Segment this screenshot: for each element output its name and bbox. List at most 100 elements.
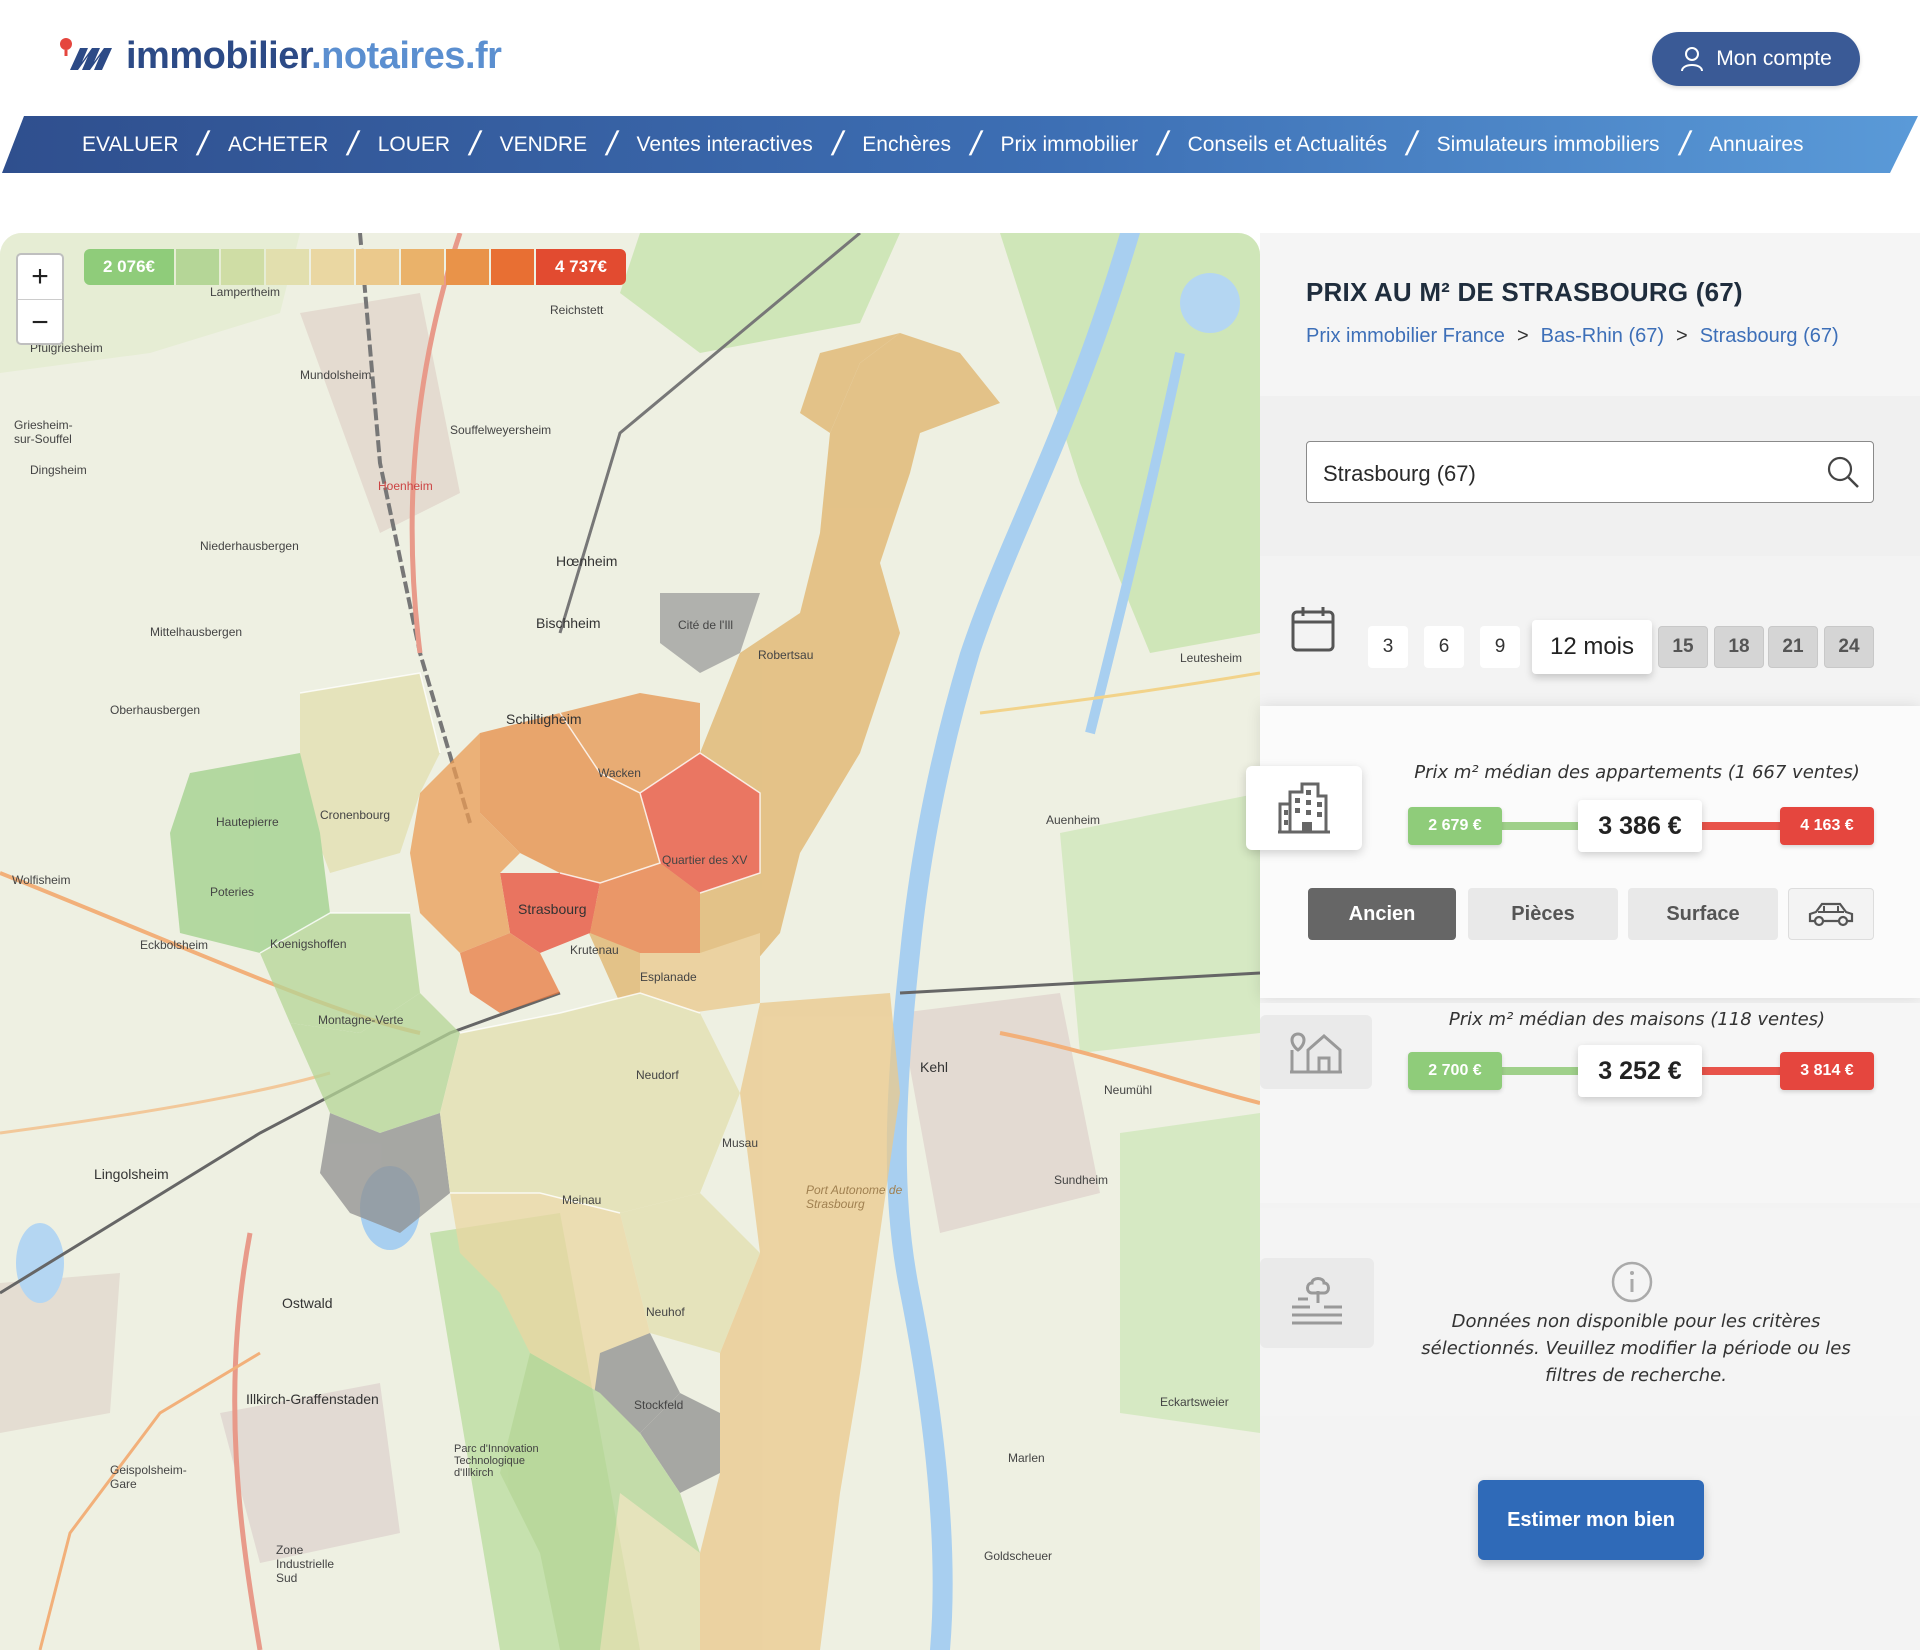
filter-ancien-button[interactable]: Ancien <box>1308 888 1456 940</box>
map-label: Oberhausbergen <box>110 703 201 717</box>
map-label: Leutesheim <box>1180 651 1243 665</box>
cta-section: Estimer mon bien <box>1260 1446 1920 1650</box>
period-6[interactable]: 6 <box>1424 626 1464 668</box>
period-18[interactable]: 18 <box>1714 626 1764 668</box>
nav-separator: / <box>194 125 213 163</box>
nav-separator: / <box>603 125 621 163</box>
range-bar-high <box>1698 1067 1794 1075</box>
legend-swatch <box>176 249 219 285</box>
nav-conseils[interactable]: Conseils et Actualités <box>1187 132 1388 156</box>
legend-swatch <box>491 249 534 285</box>
site-logo[interactable]: immobilier.notaires.fr <box>58 34 502 78</box>
houses-median-price: 3 252 € <box>1578 1045 1702 1097</box>
house-type-tab[interactable] <box>1260 1015 1372 1089</box>
map-label: Geispolsheim-Gare <box>110 1463 187 1491</box>
nav-separator: / <box>967 125 985 163</box>
map-label: Meinau <box>562 1193 602 1207</box>
nav-background <box>2 116 1918 173</box>
map-label: Wolfisheim <box>12 873 71 887</box>
houses-min-price: 2 700 € <box>1408 1052 1502 1090</box>
period-3[interactable]: 3 <box>1368 626 1408 668</box>
map-label: Goldscheuer <box>984 1549 1053 1563</box>
search-icon[interactable] <box>1825 454 1861 490</box>
main-nav: EVALUER / ACHETER / LOUER / VENDRE / Ven… <box>0 116 1920 173</box>
breadcrumb-separator: > <box>1516 325 1529 347</box>
apartment-type-tab[interactable] <box>1246 766 1362 850</box>
map-label: Eckartsweier <box>1160 1395 1229 1409</box>
houses-section: Prix m² médian des maisons (118 ventes) … <box>1260 1003 1920 1203</box>
map-label: Mundolsheim <box>300 368 372 382</box>
map-label: Mittelhausbergen <box>150 625 243 639</box>
map-label: Ostwald <box>282 1295 333 1311</box>
breadcrumb-bas-rhin[interactable]: Bas-Rhin (67) <box>1540 325 1665 347</box>
nav-evaluer[interactable]: EVALUER <box>82 132 179 156</box>
zoom-out-button[interactable]: − <box>31 305 49 339</box>
site-header: immobilier.notaires.fr Mon compte <box>0 0 1920 112</box>
estimate-button[interactable]: Estimer mon bien <box>1478 1480 1704 1560</box>
map-label: Souffelweyersheim <box>450 423 552 437</box>
map-label: Quartier des XV <box>662 853 748 867</box>
map-label: Sundheim <box>1054 1173 1109 1187</box>
map-label: Neumühl <box>1104 1083 1153 1097</box>
filter-pieces-button[interactable]: Pièces <box>1468 888 1618 940</box>
legend-max: 4 737€ <box>536 249 626 285</box>
legend-swatch <box>356 249 399 285</box>
map-label: Griesheim-sur-Souffel <box>14 418 73 446</box>
nav-acheter[interactable]: ACHETER <box>227 132 329 156</box>
nav-vendre[interactable]: VENDRE <box>499 132 588 156</box>
filter-surface-button[interactable]: Surface <box>1628 888 1778 940</box>
breadcrumb-strasbourg[interactable]: Strasbourg (67) <box>1699 325 1839 347</box>
car-icon <box>1808 902 1854 927</box>
houses-count: (118 ventes) <box>1710 1009 1826 1030</box>
breadcrumb-france[interactable]: Prix immobilier France <box>1306 325 1505 347</box>
map-canvas[interactable] <box>0 233 1260 1650</box>
map-label: Poteries <box>210 885 255 899</box>
map-label: Neuhof <box>646 1305 685 1319</box>
apartments-caption-text: Prix m² médian des appartements <box>1414 762 1723 783</box>
city-search-input[interactable]: Strasbourg (67) <box>1306 441 1874 503</box>
nav-prix-immobilier[interactable]: Prix immobilier <box>1000 132 1139 156</box>
period-24[interactable]: 24 <box>1824 626 1874 668</box>
apartments-price-range: 2 679 € 4 163 € 3 386 € <box>1408 800 1874 852</box>
nav-annuaires[interactable]: Annuaires <box>1708 132 1804 156</box>
nav-simulateurs[interactable]: Simulateurs immobiliers <box>1436 132 1660 156</box>
range-bar-low <box>1488 822 1578 830</box>
map-label: Schiltigheim <box>506 711 582 727</box>
map-label: Hœnheim <box>556 553 618 569</box>
period-12-selected[interactable]: 12 mois <box>1532 620 1652 674</box>
period-15[interactable]: 15 <box>1658 626 1708 668</box>
map-label: Port Autonome de Strasbourg <box>806 1183 903 1211</box>
nav-ventes-interactives[interactable]: Ventes interactives <box>636 132 813 156</box>
map-label: Lampertheim <box>210 285 281 299</box>
map-label: Stockfeld <box>634 1398 684 1412</box>
period-9[interactable]: 9 <box>1480 626 1520 668</box>
zoom-in-button[interactable]: + <box>18 255 62 300</box>
building-icon <box>1278 782 1330 834</box>
map-label: Illkirch-Graffenstaden <box>246 1391 379 1407</box>
map-label: Krutenau <box>570 943 619 957</box>
range-bar-high <box>1698 822 1794 830</box>
map-label: Koenigshoffen <box>270 937 347 951</box>
nav-encheres[interactable]: Enchères <box>862 132 951 156</box>
logo-text-domain: .notaires.fr <box>311 34 502 77</box>
map-label: Dingsheim <box>30 463 87 477</box>
apartments-max-price: 4 163 € <box>1780 807 1874 845</box>
map-label: Wacken <box>598 766 641 780</box>
calendar-icon <box>1291 607 1335 652</box>
map-label: Hautepierre <box>216 815 279 829</box>
nav-louer[interactable]: LOUER <box>377 132 451 156</box>
nav-separator: / <box>1675 125 1694 163</box>
account-button[interactable]: Mon compte <box>1652 32 1860 86</box>
apartments-median-price: 3 386 € <box>1578 800 1702 852</box>
price-legend: 2 076€ 4 737€ <box>84 249 626 285</box>
filter-parking-button[interactable] <box>1788 888 1874 940</box>
period-21[interactable]: 21 <box>1768 626 1818 668</box>
account-label: Mon compte <box>1716 47 1832 70</box>
land-type-tab[interactable] <box>1260 1258 1374 1348</box>
period-section: 3 6 9 12 mois 15 18 21 24 <box>1260 556 1920 706</box>
map-label: Robertsau <box>758 648 814 662</box>
land-icon <box>1292 1277 1342 1325</box>
houses-caption: Prix m² médian des maisons (118 ventes) <box>1382 1009 1892 1030</box>
price-map[interactable]: Lampertheim Reichstett Mundolsheim Souff… <box>0 233 1260 1650</box>
map-label: Zone Industrielle Sud <box>276 1543 335 1585</box>
